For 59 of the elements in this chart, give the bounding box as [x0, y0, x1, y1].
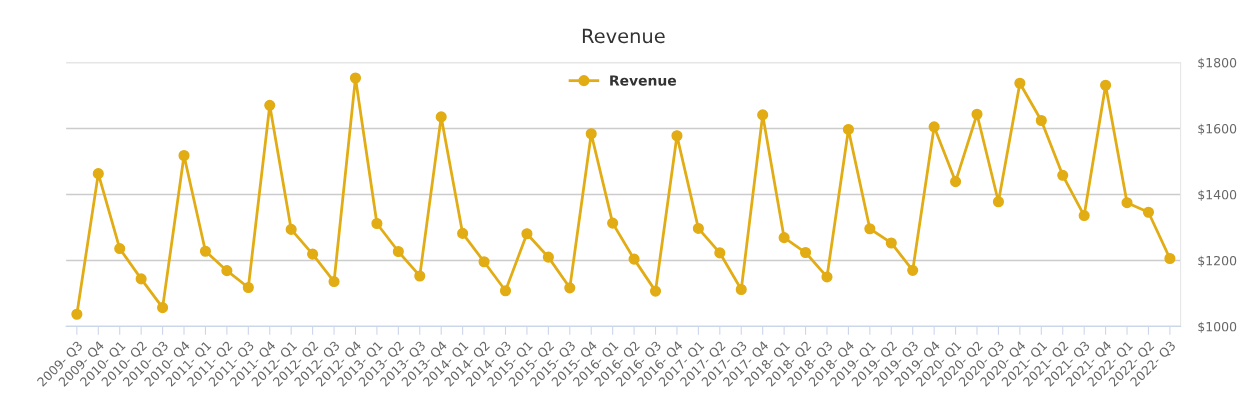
point	[1078, 210, 1090, 222]
y-tick-label: $1400	[1198, 189, 1237, 202]
point	[71, 308, 83, 320]
point	[778, 232, 790, 244]
point	[264, 99, 276, 111]
point	[1164, 252, 1176, 265]
point	[735, 283, 747, 296]
point	[521, 228, 533, 240]
point	[92, 168, 104, 180]
point	[692, 222, 704, 234]
point	[607, 217, 619, 229]
point	[199, 245, 212, 257]
point	[242, 281, 254, 294]
point	[864, 223, 876, 235]
point	[714, 247, 726, 259]
y-tick-label: $1800	[1198, 57, 1237, 70]
point	[349, 72, 362, 84]
point	[928, 121, 940, 133]
point	[157, 302, 169, 314]
point	[328, 275, 340, 288]
point	[435, 111, 447, 123]
point	[950, 176, 962, 188]
point	[1142, 206, 1155, 218]
point	[478, 256, 490, 268]
point	[842, 123, 854, 136]
point	[1121, 197, 1133, 209]
point	[992, 196, 1004, 208]
point	[221, 265, 233, 277]
point	[971, 108, 983, 120]
point	[1014, 77, 1026, 89]
point	[1057, 169, 1069, 181]
point	[114, 243, 126, 255]
point	[757, 109, 769, 121]
y-tick-label: $1200	[1198, 255, 1237, 268]
point	[564, 282, 576, 294]
point	[371, 217, 383, 230]
point	[671, 130, 683, 142]
point	[392, 245, 404, 258]
point	[628, 253, 640, 265]
point	[135, 273, 147, 285]
point	[885, 237, 897, 249]
point	[907, 264, 919, 276]
point	[307, 248, 319, 260]
point	[1100, 79, 1112, 91]
point	[649, 285, 662, 297]
point	[414, 270, 426, 282]
point	[542, 251, 554, 263]
chart-title: Revenue	[582, 28, 665, 44]
y-tick-label: $1600	[1198, 123, 1237, 136]
point	[178, 149, 190, 162]
point	[457, 227, 469, 239]
point	[799, 246, 812, 259]
point	[499, 285, 512, 297]
point	[585, 128, 597, 140]
legend-label: Revenue	[610, 75, 677, 86]
y-tick-label: $1000	[1198, 321, 1237, 334]
point	[1035, 114, 1047, 127]
point	[821, 271, 833, 283]
point	[285, 223, 297, 235]
